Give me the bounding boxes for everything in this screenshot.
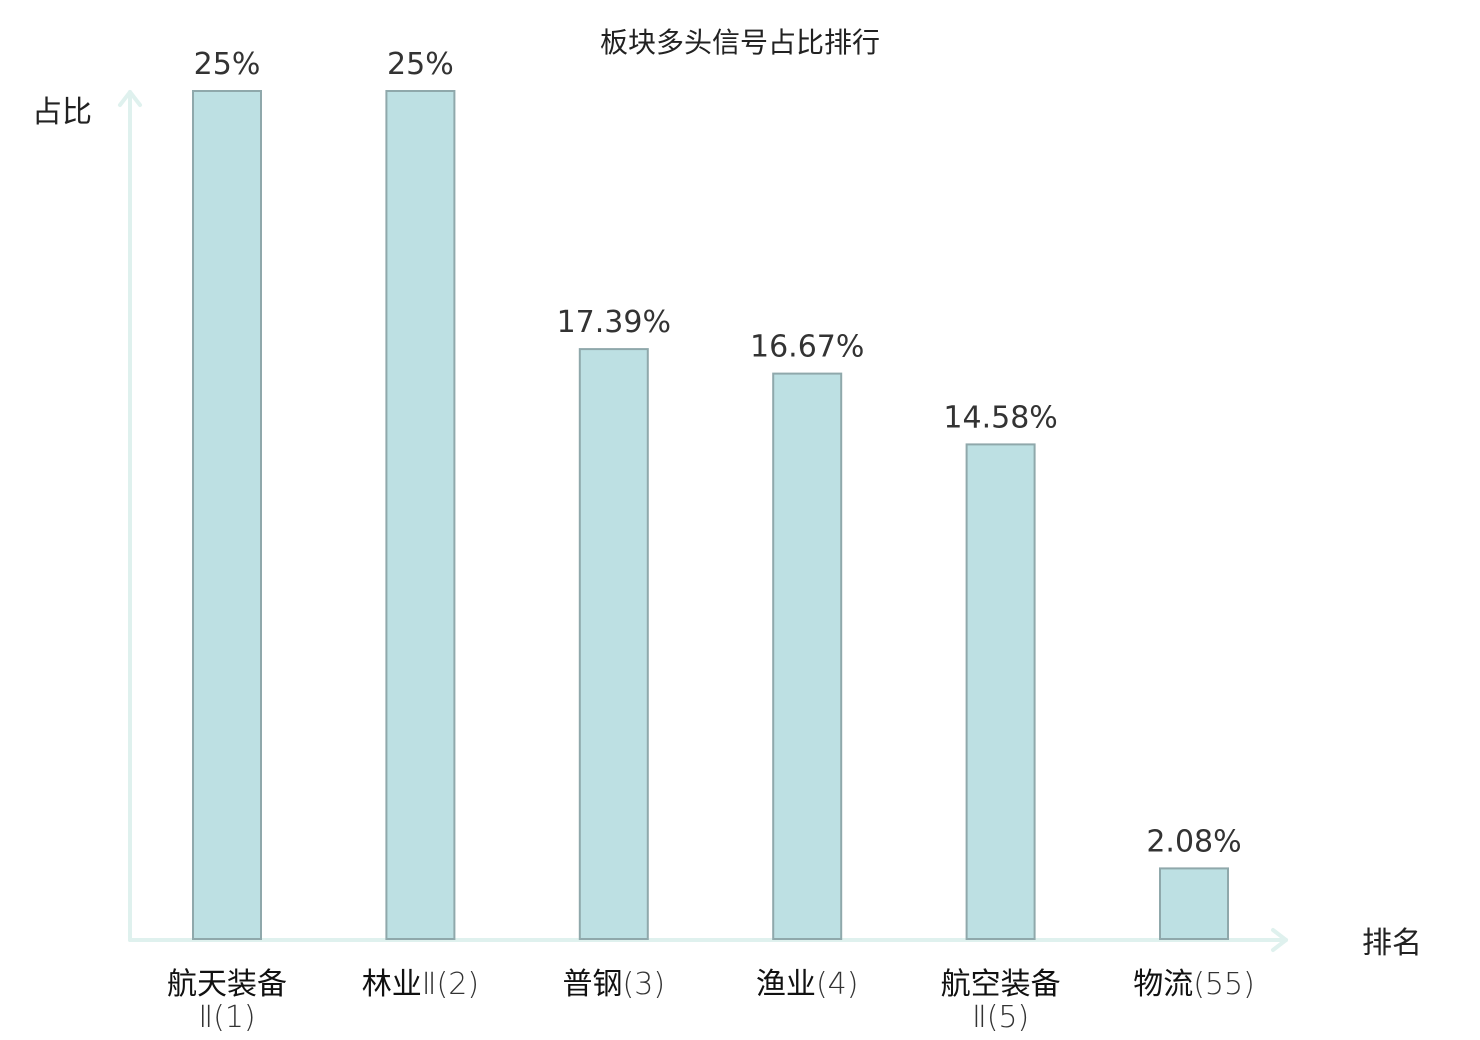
- tick-label-rank: Ⅱ(5): [972, 1000, 1029, 1035]
- value-label-1: 25%: [194, 47, 261, 82]
- category-labels: 航天装备 Ⅱ(1) 林业Ⅱ(2) 普钢(3) 渔业(4) 航空装备 Ⅱ(5) 物流(55): [167, 967, 1255, 1035]
- chart-title: 板块多头信号占比排行: [600, 26, 880, 59]
- bar-3: [578, 348, 649, 941]
- y-axis-label: 占比: [32, 95, 92, 130]
- tick-label-rank: Ⅱ(1): [198, 1000, 255, 1035]
- y-axis: [118, 90, 142, 942]
- bar-1: [192, 90, 262, 940]
- value-label-6: 2.08%: [1146, 824, 1241, 859]
- bar-5: [965, 443, 1036, 940]
- bar-2: [385, 90, 456, 940]
- tick-label-name: 航空装备: [941, 967, 1061, 1002]
- bar-4: [772, 372, 843, 941]
- tick-label-rank: (4): [816, 967, 859, 1002]
- value-labels: 25% 25% 17.39% 16.67% 14.58% 2.08%: [194, 47, 1242, 859]
- tick-label-6: 物流(55): [1133, 967, 1255, 1002]
- tick-label-1: 航天装备 Ⅱ(1): [167, 967, 287, 1035]
- tick-label-name: 普钢: [563, 967, 623, 1002]
- tick-label-name: 林业: [362, 967, 422, 1002]
- value-label-4: 16.67%: [750, 330, 864, 365]
- x-axis-label: 排名: [1362, 926, 1422, 961]
- tick-label-rank: (3): [623, 967, 666, 1002]
- tick-label-name: 物流: [1133, 967, 1193, 1002]
- tick-label-rank: (55): [1193, 967, 1255, 1002]
- bar-6: [1159, 867, 1229, 941]
- value-label-5: 14.58%: [943, 400, 1057, 435]
- x-axis: [128, 928, 1288, 952]
- value-label-3: 17.39%: [557, 305, 671, 340]
- tick-label-rank: Ⅱ(2): [422, 967, 479, 1002]
- tick-label-3: 普钢(3): [563, 967, 666, 1002]
- tick-label-4: 渔业(4): [756, 967, 859, 1002]
- bars: [192, 90, 1229, 941]
- tick-label-5: 航空装备 Ⅱ(5): [941, 967, 1061, 1035]
- value-label-2: 25%: [387, 47, 454, 82]
- tick-label-name: 渔业: [756, 967, 816, 1002]
- tick-label-name: 航天装备: [167, 967, 287, 1002]
- tick-label-2: 林业Ⅱ(2): [362, 967, 479, 1002]
